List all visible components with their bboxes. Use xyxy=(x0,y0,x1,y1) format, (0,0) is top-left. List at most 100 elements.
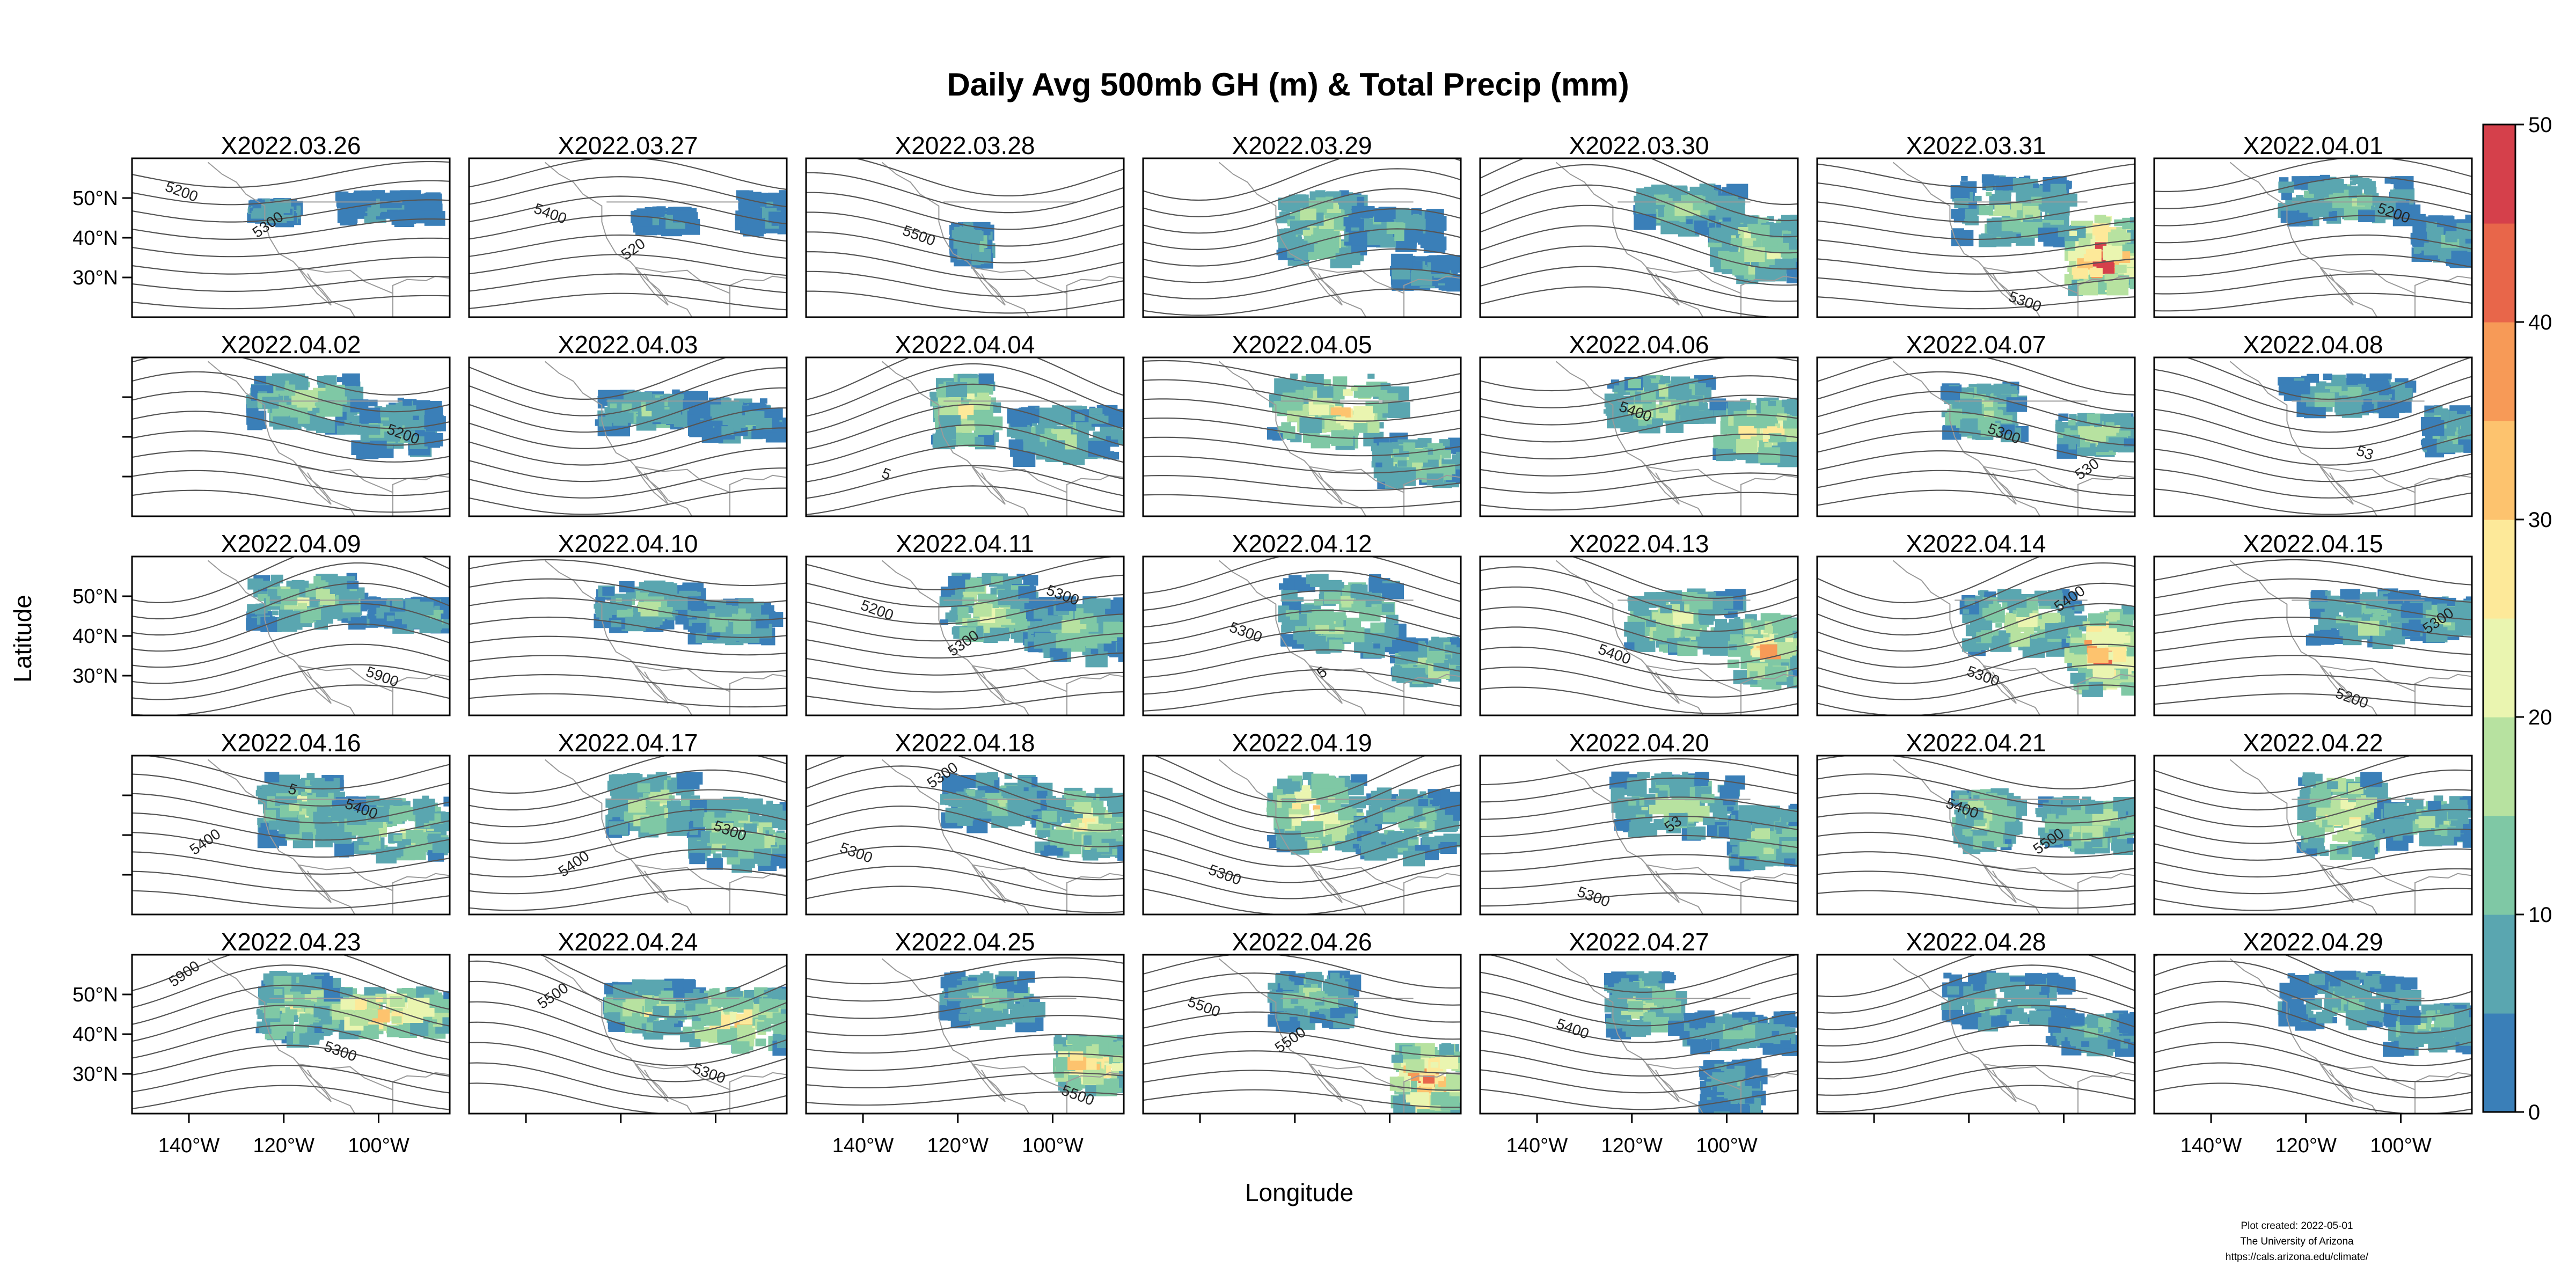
precip-cell xyxy=(1361,210,1373,218)
map-outline xyxy=(1982,466,2017,505)
precip-cell xyxy=(320,594,335,605)
map-outline xyxy=(544,361,693,516)
precip-cell xyxy=(1416,641,1425,647)
precip-cell xyxy=(397,398,404,402)
panel-plot-area xyxy=(1143,360,1461,516)
gh-contours xyxy=(1143,360,1461,509)
precip-field xyxy=(1940,382,2135,459)
precip-cell xyxy=(338,586,350,595)
map-outline xyxy=(1645,665,1680,704)
gh-contour-line xyxy=(132,562,450,620)
precip-cell xyxy=(2279,379,2289,386)
precip-cell xyxy=(2079,238,2091,247)
precip-cell xyxy=(1721,221,1740,236)
precip-cell xyxy=(1978,234,1997,247)
gh-contour-line xyxy=(1480,164,1798,222)
gh-contour-line xyxy=(132,582,450,636)
precip-cell xyxy=(1965,208,1978,218)
precip-field xyxy=(2278,373,2472,458)
gh-contour-line xyxy=(1143,168,1461,217)
map-outline xyxy=(1218,361,1367,516)
precip-cell xyxy=(940,619,948,625)
precip-cell xyxy=(2033,184,2039,188)
gh-contour-line xyxy=(1480,646,1798,682)
precip-cell xyxy=(1686,219,1693,224)
precip-cell xyxy=(1605,403,1623,416)
gh-contours xyxy=(1817,163,2135,310)
precip-cell xyxy=(1109,416,1124,427)
map-outline xyxy=(2414,474,2472,516)
gh-contour-line xyxy=(132,237,450,258)
panel-plot-area xyxy=(469,559,787,715)
precip-cell xyxy=(602,605,613,614)
map-outline xyxy=(1218,162,1367,317)
precip-cell xyxy=(1086,623,1099,632)
map-panel: X2022.04.045 xyxy=(805,331,1125,517)
precip-cell xyxy=(1787,446,1798,460)
precip-cell xyxy=(1370,227,1381,235)
map-outline xyxy=(2319,267,2354,306)
precip-cell xyxy=(1304,636,1321,648)
contour-label: 5 xyxy=(880,465,893,483)
precip-cell xyxy=(1986,186,1993,191)
gh-contour-line xyxy=(2154,195,2472,226)
precip-cell xyxy=(1722,234,1731,241)
precip-cell xyxy=(1961,176,1968,181)
gh-contour-line xyxy=(469,467,787,499)
precip-cell xyxy=(443,598,450,606)
precip-cell xyxy=(1033,608,1048,619)
map-panel: X2022.03.29 xyxy=(1142,131,1462,318)
gh-contour-line xyxy=(806,444,1124,482)
map-outline xyxy=(881,361,1030,516)
map-outline xyxy=(1646,466,1741,493)
precip-cell xyxy=(1430,653,1445,663)
gh-contour-line xyxy=(2154,234,2472,261)
precip-cell xyxy=(1397,460,1407,467)
gh-contour-line xyxy=(132,218,450,240)
panel-plot-area: 5300 xyxy=(1817,162,2135,317)
precip-cell xyxy=(404,420,422,433)
gh-contour-line xyxy=(2154,389,2472,433)
gh-contour-line xyxy=(469,195,787,225)
gh-contour-line xyxy=(469,273,787,294)
precip-cell xyxy=(1783,233,1796,243)
precip-cell xyxy=(1767,216,1774,222)
precip-cell xyxy=(756,619,769,628)
precip-cell xyxy=(1033,442,1045,451)
map-outline xyxy=(2320,466,2416,493)
precip-cell xyxy=(1315,196,1334,209)
precip-cell xyxy=(1788,221,1798,231)
gh-contour-line xyxy=(1817,258,2135,275)
map-outline xyxy=(1309,466,1404,493)
precip-cell xyxy=(956,433,975,447)
precip-cell xyxy=(2025,214,2033,221)
map-outline xyxy=(1982,267,2017,306)
gh-contour-line xyxy=(1570,557,1798,599)
map-outline xyxy=(207,361,356,516)
precip-field xyxy=(1950,174,2135,296)
gh-contours xyxy=(1480,357,1798,511)
precip-cell xyxy=(1685,417,1692,422)
map-outline xyxy=(1646,665,1741,692)
precip-cell xyxy=(1373,402,1388,414)
precip-cell xyxy=(1792,409,1798,416)
y-tick-label: 30°N xyxy=(72,665,118,687)
gh-contours xyxy=(132,557,450,715)
precip-cell xyxy=(602,587,615,596)
gh-contour-line xyxy=(2154,273,2472,295)
gh-contour-line xyxy=(1817,296,2135,310)
precip-cell xyxy=(1713,214,1721,219)
gh-contour-line xyxy=(1143,436,1461,457)
panel-date-title: X2022.04.08 xyxy=(2243,331,2383,358)
gh-contour-line xyxy=(1480,472,1798,494)
precip-cell xyxy=(761,605,774,615)
precip-cell xyxy=(1736,438,1758,455)
precip-cell xyxy=(2387,208,2396,215)
precip-cell xyxy=(1744,622,1751,627)
map-outline xyxy=(729,275,787,317)
precip-cell xyxy=(660,619,675,630)
